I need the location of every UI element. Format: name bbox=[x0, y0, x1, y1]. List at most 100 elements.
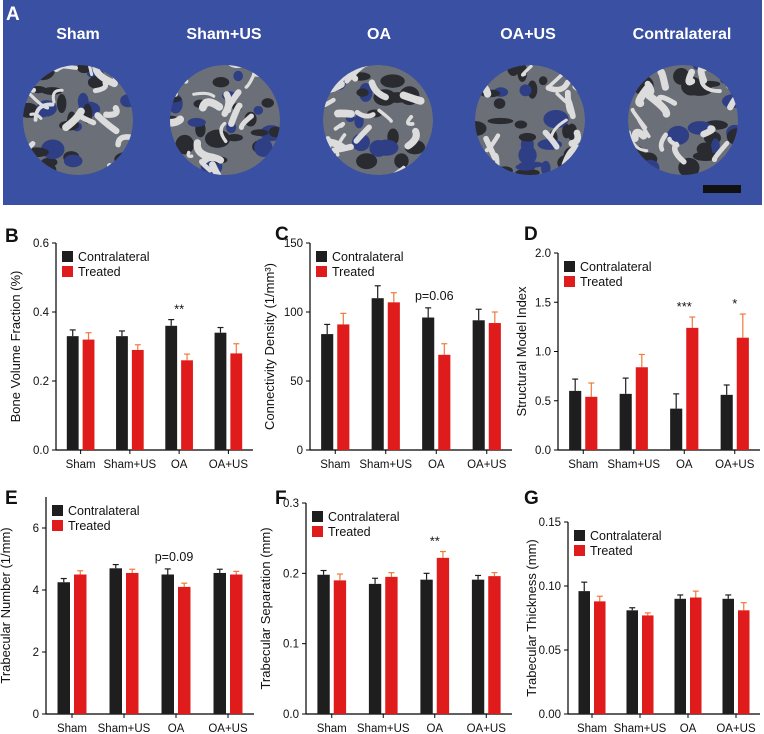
bar-treated bbox=[82, 339, 95, 450]
bar-treated bbox=[387, 302, 400, 450]
y-tick-label: 0.15 bbox=[539, 517, 561, 529]
bar-chart-c: C 0 50 100 150 Connectivity Density (1/mm³) Sh… bbox=[262, 224, 512, 471]
bar-treated bbox=[642, 615, 654, 714]
legend-label: Contralateral bbox=[78, 250, 150, 264]
bar-treated bbox=[594, 601, 606, 714]
panel-letter: C bbox=[275, 224, 289, 245]
bar-contralateral bbox=[569, 390, 582, 450]
scale-bar bbox=[703, 185, 741, 193]
x-tick-label: Sham bbox=[320, 459, 350, 471]
x-tick-label: OA bbox=[428, 459, 445, 471]
bar-contralateral bbox=[619, 393, 632, 450]
bar-contralateral bbox=[214, 332, 227, 450]
y-tick-label: 1.5 bbox=[535, 297, 551, 309]
legend-label: Treated bbox=[332, 265, 375, 279]
significance-annotation: ** bbox=[174, 302, 184, 317]
bar-contralateral bbox=[109, 568, 122, 714]
bar-treated bbox=[230, 574, 243, 714]
x-tick-label: Sham+US bbox=[104, 459, 157, 471]
legend-label: Contralateral bbox=[580, 260, 652, 274]
significance-annotation: p=0.06 bbox=[415, 289, 454, 303]
x-tick-label: Sham+US bbox=[614, 723, 667, 734]
x-tick-label: Sham bbox=[577, 723, 607, 734]
panel-letter: E bbox=[5, 488, 18, 509]
panel-letter: B bbox=[5, 226, 19, 247]
bar-treated bbox=[74, 574, 87, 714]
x-tick-label: Sham bbox=[66, 459, 96, 471]
y-tick-label: 0.00 bbox=[539, 709, 561, 721]
y-axis-label: Structural Model Index bbox=[514, 286, 529, 417]
bar-treated bbox=[126, 572, 139, 714]
x-tick-label: Sham+US bbox=[607, 459, 660, 471]
x-tick-label: OA+US bbox=[467, 459, 507, 471]
bar-contralateral bbox=[420, 579, 433, 714]
y-tick-label: 0.2 bbox=[283, 568, 299, 580]
y-tick-label: 0.2 bbox=[33, 376, 49, 388]
y-tick-label: 100 bbox=[284, 307, 303, 319]
legend-swatch bbox=[312, 511, 323, 522]
x-tick-label: OA+US bbox=[716, 723, 756, 734]
panel-letter-a: A bbox=[6, 4, 20, 25]
legend-label: Treated bbox=[590, 544, 633, 558]
legend-label: Contralateral bbox=[68, 504, 140, 518]
y-tick-label: 2.0 bbox=[535, 248, 551, 260]
y-tick-label: 0.3 bbox=[283, 498, 299, 510]
sample-label-sham: Sham bbox=[56, 26, 100, 43]
y-axis-label: Trabecular Separation (mm) bbox=[258, 527, 273, 689]
bar-contralateral bbox=[722, 598, 734, 714]
y-tick-label: 0.0 bbox=[33, 445, 49, 457]
bar-treated bbox=[385, 576, 398, 714]
y-axis-label: Bone Volume Fraction (%) bbox=[8, 271, 23, 423]
legend-label: Contralateral bbox=[328, 510, 400, 524]
sample-label-oa: OA bbox=[367, 26, 391, 43]
bar-treated bbox=[488, 576, 501, 714]
legend-label: Treated bbox=[580, 275, 623, 289]
legend-label: Treated bbox=[68, 519, 111, 533]
y-tick-label: 0.4 bbox=[33, 307, 50, 319]
legend-swatch bbox=[574, 545, 585, 556]
sample-label-oa-us: OA+US bbox=[500, 26, 556, 43]
legend-swatch bbox=[52, 505, 63, 516]
x-tick-label: Sham+US bbox=[357, 723, 410, 734]
x-tick-label: Sham+US bbox=[98, 723, 151, 734]
bar-treated bbox=[337, 324, 350, 450]
bar-treated bbox=[738, 610, 750, 714]
y-tick-label: 6 bbox=[33, 523, 39, 535]
significance-annotation: p=0.09 bbox=[155, 550, 194, 564]
y-tick-label: 2 bbox=[33, 647, 39, 659]
x-tick-label: Sham bbox=[57, 723, 87, 734]
x-tick-label: Sham bbox=[568, 459, 598, 471]
bar-treated bbox=[436, 557, 450, 714]
bar-treated bbox=[736, 337, 749, 450]
bar-contralateral bbox=[66, 336, 79, 450]
legend-swatch bbox=[62, 251, 73, 262]
legend-swatch bbox=[52, 520, 63, 531]
x-tick-label: OA+US bbox=[208, 723, 248, 734]
y-tick-label: 1.0 bbox=[535, 347, 551, 359]
bar-treated bbox=[178, 586, 191, 714]
bar-treated bbox=[181, 360, 193, 450]
bar-chart-f: F 0.0 0.1 0.2 0.3 Trabecular Separation (mm) S… bbox=[258, 488, 512, 734]
bar-contralateral bbox=[213, 572, 226, 714]
legend-swatch bbox=[564, 261, 575, 272]
specimen-image bbox=[23, 65, 133, 175]
y-axis-label: Trabecular Thickness (mm) bbox=[524, 539, 539, 696]
x-tick-label: OA bbox=[426, 723, 443, 734]
bar-contralateral bbox=[321, 334, 334, 450]
y-tick-label: 0.0 bbox=[283, 709, 299, 721]
bar-treated bbox=[438, 354, 451, 450]
bar-contralateral bbox=[422, 317, 435, 450]
panel-letter: F bbox=[275, 488, 287, 509]
legend-swatch bbox=[62, 266, 73, 277]
bar-contralateral bbox=[116, 336, 128, 450]
bar-treated bbox=[686, 327, 699, 450]
x-tick-label: OA bbox=[676, 459, 693, 471]
bar-treated bbox=[635, 367, 648, 450]
bar-contralateral bbox=[161, 574, 174, 714]
legend-swatch bbox=[574, 530, 585, 541]
legend-swatch bbox=[564, 276, 575, 287]
y-tick-label: 0.5 bbox=[535, 396, 551, 408]
x-tick-label: OA bbox=[168, 723, 185, 734]
y-tick-label: 0.6 bbox=[33, 238, 49, 250]
bar-contralateral bbox=[674, 598, 686, 714]
